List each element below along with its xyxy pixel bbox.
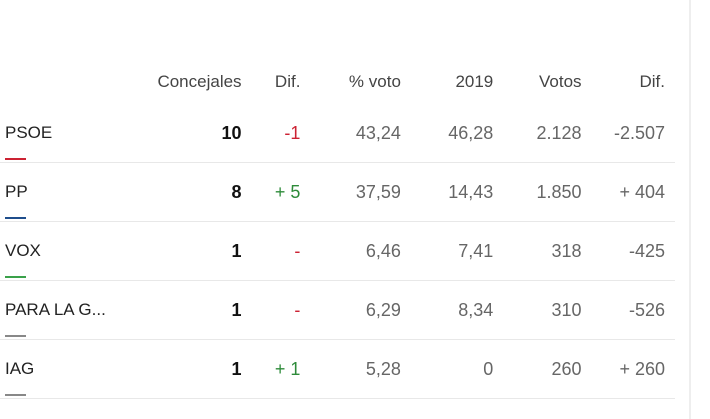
pct-2019-cell: 7,41 bbox=[400, 221, 494, 281]
header-party bbox=[0, 59, 130, 104]
party-name: IAG bbox=[5, 359, 35, 378]
party-cell: PARA LA G... bbox=[0, 280, 130, 340]
election-results-table: Concejales Dif. % voto 2019 Votos Dif. P… bbox=[0, 59, 675, 399]
panel-right-border bbox=[689, 0, 691, 419]
seats-diff-cell: - bbox=[241, 280, 301, 340]
votes-diff-cell: + 260 bbox=[581, 339, 675, 399]
seats-cell: 1 bbox=[129, 339, 242, 399]
seats-cell: 1 bbox=[129, 280, 242, 340]
votes-cell: 310 bbox=[493, 280, 582, 340]
votes-cell: 2.128 bbox=[493, 104, 582, 163]
party-name: PSOE bbox=[5, 123, 53, 142]
party-cell: IAG bbox=[0, 339, 130, 399]
votes-diff-cell: + 404 bbox=[581, 162, 675, 222]
pct-2019-cell: 46,28 bbox=[400, 104, 494, 163]
header-votes-diff: Dif. bbox=[639, 71, 666, 91]
votes-diff-cell: -425 bbox=[581, 221, 675, 281]
table-row: VOX 1 - 6,46 7,41 318 -425 bbox=[0, 221, 675, 281]
seats-diff-cell: -1 bbox=[241, 104, 301, 163]
table-row: PSOE 10 -1 43,24 46,28 2.128 -2.507 bbox=[0, 104, 675, 163]
party-color-line bbox=[5, 217, 26, 219]
vote-pct-cell: 6,29 bbox=[300, 280, 401, 340]
seats-diff-cell: + 1 bbox=[241, 339, 301, 399]
pct-2019-cell: 0 bbox=[400, 339, 494, 399]
party-cell: PSOE bbox=[0, 104, 130, 163]
table-header-row: Concejales Dif. % voto 2019 Votos Dif. bbox=[0, 59, 675, 104]
party-cell: PP bbox=[0, 162, 130, 222]
header-seats-diff: Dif. bbox=[274, 71, 301, 91]
party-name: VOX bbox=[5, 241, 41, 260]
seats-diff-cell: - bbox=[241, 221, 301, 281]
seats-cell: 10 bbox=[129, 104, 242, 163]
seats-cell: 1 bbox=[129, 221, 242, 281]
votes-cell: 1.850 bbox=[493, 162, 582, 222]
vote-pct-cell: 5,28 bbox=[300, 339, 401, 399]
votes-diff-cell: -526 bbox=[581, 280, 675, 340]
header-votos: Votos bbox=[539, 71, 582, 91]
party-name: PP bbox=[5, 182, 28, 201]
header-2019: 2019 bbox=[455, 71, 494, 91]
party-color-line bbox=[5, 394, 26, 396]
votes-cell: 318 bbox=[493, 221, 582, 281]
vote-pct-cell: 43,24 bbox=[300, 104, 401, 163]
votes-cell: 260 bbox=[493, 339, 582, 399]
party-color-line bbox=[5, 158, 26, 160]
pct-2019-cell: 8,34 bbox=[400, 280, 494, 340]
seats-cell: 8 bbox=[129, 162, 242, 222]
party-color-line bbox=[5, 276, 26, 278]
table-row: PARA LA G... 1 - 6,29 8,34 310 -526 bbox=[0, 280, 675, 340]
seats-diff-cell: + 5 bbox=[241, 162, 301, 222]
table-row: PP 8 + 5 37,59 14,43 1.850 + 404 bbox=[0, 162, 675, 222]
party-cell: VOX bbox=[0, 221, 130, 281]
votes-diff-cell: -2.507 bbox=[581, 104, 675, 163]
header-concejales: Concejales bbox=[157, 71, 242, 91]
header-vote-pct: % voto bbox=[348, 71, 401, 91]
party-name: PARA LA G... bbox=[5, 300, 106, 319]
vote-pct-cell: 37,59 bbox=[300, 162, 401, 222]
pct-2019-cell: 14,43 bbox=[400, 162, 494, 222]
vote-pct-cell: 6,46 bbox=[300, 221, 401, 281]
party-color-line bbox=[5, 335, 26, 337]
table-row: IAG 1 + 1 5,28 0 260 + 260 bbox=[0, 339, 675, 399]
